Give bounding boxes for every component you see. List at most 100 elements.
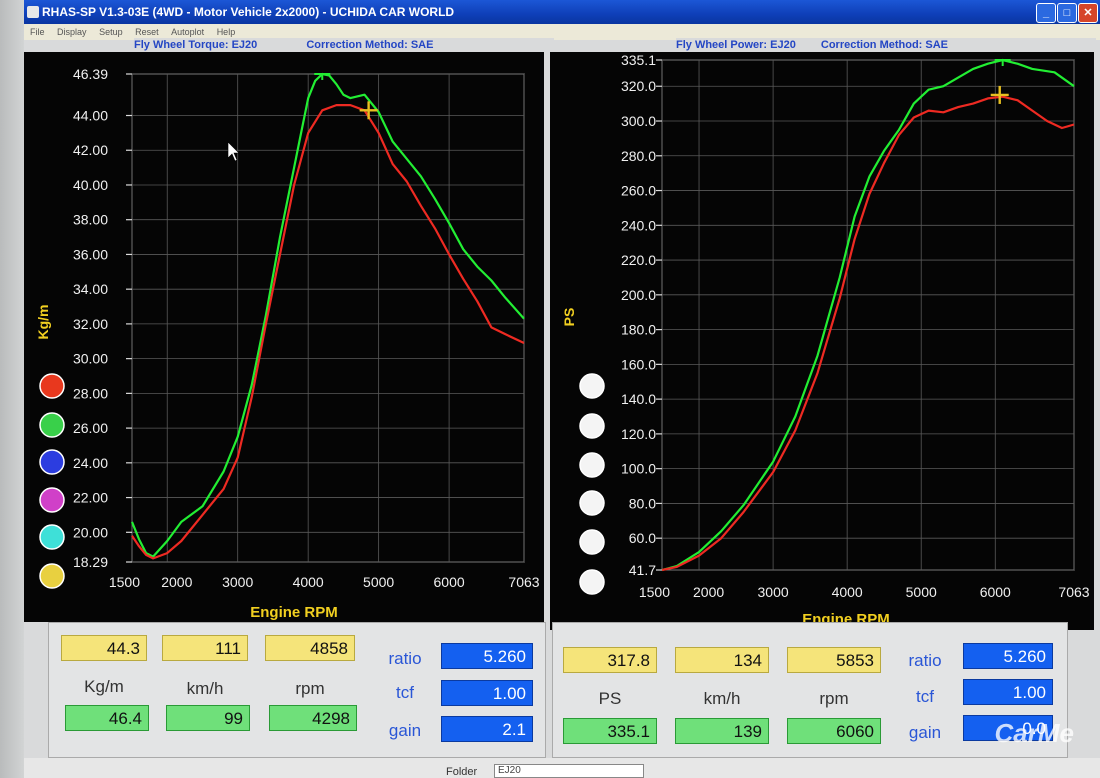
menu-setup[interactable]: Setup xyxy=(99,27,123,37)
gain-field[interactable]: 2.1 xyxy=(441,716,533,742)
series-toggle-dot[interactable] xyxy=(579,569,605,595)
series-toggle-dot[interactable] xyxy=(579,413,605,439)
y-tick-label: 22.00 xyxy=(73,490,108,506)
y-tick-label: 160.0 xyxy=(621,356,656,372)
tcf-label: tcf xyxy=(396,683,414,702)
ratio-field[interactable]: 5.260 xyxy=(441,643,533,669)
power-chart: 335.1 320.0 300.0 280.0 260.0 240.0 220.0 200.0… xyxy=(561,52,1090,628)
x-tick-label: 2000 xyxy=(693,584,724,600)
y-tick-label: 320.0 xyxy=(621,78,656,94)
y-axis-label: PS xyxy=(561,308,577,327)
menu-reset[interactable]: Reset xyxy=(135,27,159,37)
y-tick-label: 240.0 xyxy=(621,217,656,233)
y-tick-label: 38.00 xyxy=(73,212,108,228)
x-tick-label: 1500 xyxy=(109,574,140,590)
series-toggle-dot[interactable] xyxy=(579,529,605,555)
series-toggle-dot[interactable] xyxy=(39,449,65,475)
monitor-bezel xyxy=(0,0,26,778)
x-tick-label: 6000 xyxy=(980,584,1011,600)
y-tick-label: 260.0 xyxy=(621,183,656,199)
ratio-label: ratio xyxy=(388,649,422,668)
y-tick-label: 44.00 xyxy=(73,108,108,124)
y-tick-label: 180.0 xyxy=(621,322,656,338)
power-peak-value: 335.1 xyxy=(563,718,657,744)
series-toggle-dot[interactable] xyxy=(39,412,65,438)
speed-current-value: 111 xyxy=(162,635,248,661)
tcf-field[interactable]: 1.00 xyxy=(963,679,1053,705)
y-tick-label: 220.0 xyxy=(621,252,656,268)
y-tick-label: 34.00 xyxy=(73,281,108,297)
folder-label: Folder xyxy=(446,766,478,778)
y-tick-label: 335.1 xyxy=(621,52,656,68)
speed-peak-value: 139 xyxy=(675,718,769,744)
x-tick-label: 7063 xyxy=(1058,584,1089,600)
app-icon xyxy=(27,6,39,18)
series-toggle-dot[interactable] xyxy=(39,487,65,513)
y-tick-label: 40.00 xyxy=(73,177,108,193)
menu-help[interactable]: Help xyxy=(216,27,236,37)
menu-autoplot[interactable]: Autoplot xyxy=(171,27,205,37)
unit-label-rpm: rpm xyxy=(295,679,325,698)
x-tick-label: 4000 xyxy=(293,574,324,590)
title-bar: RHAS-SP V1.3-03E (4WD - Motor Vehicle 2x… xyxy=(24,0,1100,24)
menu-display[interactable]: Display xyxy=(57,27,87,37)
maximize-button[interactable]: □ xyxy=(1057,3,1077,23)
unit-label-ps: PS xyxy=(598,689,622,708)
torque-current-value: 44.3 xyxy=(61,635,147,661)
gain-label: gain xyxy=(388,721,422,740)
y-tick-label: 60.0 xyxy=(629,530,656,546)
series-line-green xyxy=(661,58,1075,572)
unit-label-kgm: Kg/m xyxy=(84,677,124,696)
x-tick-label: 3000 xyxy=(222,574,253,590)
unit-label-rpm: rpm xyxy=(819,689,849,708)
x-tick-label: 2000 xyxy=(161,574,192,590)
right-readout-panel: 317.8 134 5853 PS km/h rpm 335.1 139 606… xyxy=(552,622,1068,758)
x-tick-label: 7063 xyxy=(508,574,539,590)
series-line-red xyxy=(661,95,1075,572)
series-toggle-dot[interactable] xyxy=(579,490,605,516)
y-tick-label: 41.7 xyxy=(629,562,656,578)
rpm-current-value: 5853 xyxy=(787,647,881,673)
folder-field[interactable]: EJ20 xyxy=(494,764,644,778)
plot-frame xyxy=(661,59,1075,571)
series-toggle-dot[interactable] xyxy=(579,373,605,399)
y-tick-label: 32.00 xyxy=(73,316,108,332)
x-tick-label: 3000 xyxy=(758,584,789,600)
y-tick-label: 100.0 xyxy=(621,461,656,477)
series-toggle-dot[interactable] xyxy=(579,452,605,478)
gain-label: gain xyxy=(908,723,942,742)
ratio-label: ratio xyxy=(908,651,942,670)
y-tick-label: 30.00 xyxy=(73,351,108,367)
y-tick-label: 42.00 xyxy=(73,142,108,158)
y-tick-label: 200.0 xyxy=(621,287,656,303)
speed-peak-value: 99 xyxy=(166,705,250,731)
menu-file[interactable]: File xyxy=(30,27,45,37)
series-line-red xyxy=(131,103,525,560)
power-current-value: 317.8 xyxy=(563,647,657,673)
x-tick-label: 6000 xyxy=(434,574,465,590)
series-toggle-dot[interactable] xyxy=(39,524,65,550)
menu-bar: File Display Setup Reset Autoplot Help xyxy=(24,24,1100,40)
y-tick-label: 46.39 xyxy=(73,66,108,82)
minimize-button[interactable]: _ xyxy=(1036,3,1056,23)
x-tick-label: 4000 xyxy=(832,584,863,600)
right-correction-method: Correction Method: SAE xyxy=(820,39,949,51)
x-tick-label: 5000 xyxy=(906,584,937,600)
watermark-logo: CarMe xyxy=(994,718,1074,748)
tcf-field[interactable]: 1.00 xyxy=(441,680,533,706)
footer-bar: Folder EJ20 xyxy=(24,758,1100,778)
ratio-field[interactable]: 5.260 xyxy=(963,643,1053,669)
series-toggle-dot[interactable] xyxy=(39,563,65,589)
y-tick-label: 140.0 xyxy=(621,391,656,407)
gain-field[interactable]: 0.0 xyxy=(963,715,1053,741)
y-tick-label: 120.0 xyxy=(621,426,656,442)
speed-current-value: 134 xyxy=(675,647,769,673)
close-button[interactable]: ✕ xyxy=(1078,3,1098,23)
rpm-peak-value: 6060 xyxy=(787,718,881,744)
plot-frame xyxy=(131,73,525,563)
torque-chart: 46.39 44.00 42.00 40.00 38.00 36.00 34.00 32.00… xyxy=(35,66,540,621)
series-toggle-dot[interactable] xyxy=(39,373,65,399)
power-chart-panel: 335.1 320.0 300.0 280.0 260.0 240.0 220.0 200.0… xyxy=(550,52,1094,630)
tcf-label: tcf xyxy=(916,687,934,706)
unit-label-kmh: km/h xyxy=(703,689,741,708)
